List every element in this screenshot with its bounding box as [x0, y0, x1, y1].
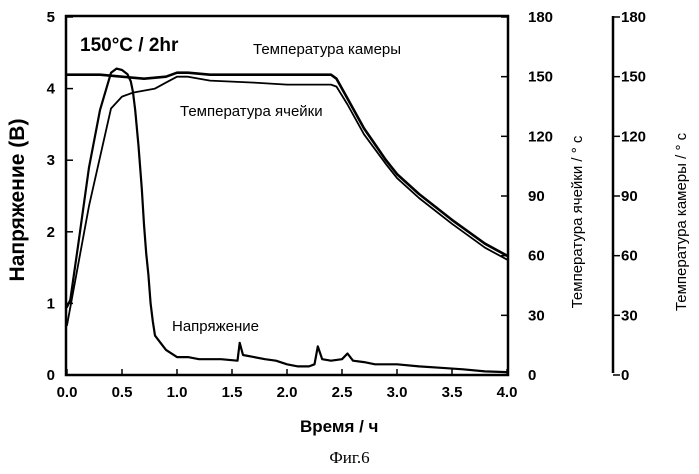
- y-left-tick-label: 1: [47, 295, 55, 312]
- y-right-tick-label: 30: [528, 307, 545, 324]
- y-left-axis-ticks: 0 1 2 3 4 5: [47, 9, 73, 384]
- x-tick-label: 2.0: [277, 384, 298, 401]
- y-left-tick-label: 3: [47, 152, 55, 169]
- x-tick-label: 4.0: [497, 384, 518, 401]
- annotation-chamber-temp: Температура камеры: [253, 41, 401, 58]
- annotation-cell-temp: Температура ячейки: [180, 103, 323, 120]
- x-tick-label: 1.0: [167, 384, 188, 401]
- series-line-voltage: [65, 67, 509, 374]
- y-right-tick-label: 180: [528, 9, 553, 26]
- y-left-tick-label: 5: [47, 9, 55, 26]
- x-tick-label: 0.0: [57, 384, 78, 401]
- x-tick-label: 1.5: [222, 384, 243, 401]
- y-right2-tick-label: 180: [621, 9, 646, 26]
- y-right2-axis-title: Температура камеры / ° с: [673, 132, 690, 311]
- y-right2-axis-ticks: 0 30 60 90 120 150 180: [613, 9, 646, 384]
- y-right-tick-label: 90: [528, 188, 545, 205]
- x-tick-label: 3.0: [387, 384, 408, 401]
- y-right-axis-title: Температура ячейки / ° с: [569, 135, 586, 308]
- y-right-tick-label: 60: [528, 248, 545, 265]
- y-right-tick-label: 0: [528, 367, 536, 384]
- y-right2-tick-label: 60: [621, 248, 638, 265]
- x-tick-label: 0.5: [112, 384, 133, 401]
- y-left-tick-label: 4: [47, 81, 56, 98]
- x-tick-label: 3.5: [442, 384, 463, 401]
- y-right2-tick-label: 150: [621, 69, 646, 86]
- series-line-cell-temperature: [66, 75, 508, 327]
- series-group: [65, 67, 509, 374]
- x-axis-title: Время / ч: [300, 417, 378, 436]
- chart-title: 150°C / 2hr: [80, 35, 179, 56]
- y-right2-tick-label: 90: [621, 188, 638, 205]
- y-right-tick-label: 120: [528, 128, 553, 145]
- figure-caption: Фиг.6: [329, 448, 370, 467]
- annotation-voltage: Напряжение: [172, 318, 259, 335]
- y-left-axis-title: Напряжение (В): [6, 119, 29, 282]
- y-right2-tick-label: 0: [621, 367, 629, 384]
- x-tick-label: 2.5: [332, 384, 353, 401]
- plot-frame: [64, 14, 510, 377]
- y-right2-tick-label: 30: [621, 307, 638, 324]
- y-right-tick-label: 150: [528, 69, 553, 86]
- series-line-chamber-temperature: [65, 71, 509, 257]
- chart-svg: 0.0 0.5 1.0 1.5 2.0 2.5 3.0 3.5 4.0 0 1 2 3 4 5 0 30 60…: [6, 9, 690, 436]
- y-right2-tick-label: 120: [621, 128, 646, 145]
- y-left-tick-label: 0: [47, 367, 55, 384]
- y-right-axis-ticks: 0 30 60 90 120 150 180: [501, 9, 553, 384]
- y-left-tick-label: 2: [47, 224, 55, 241]
